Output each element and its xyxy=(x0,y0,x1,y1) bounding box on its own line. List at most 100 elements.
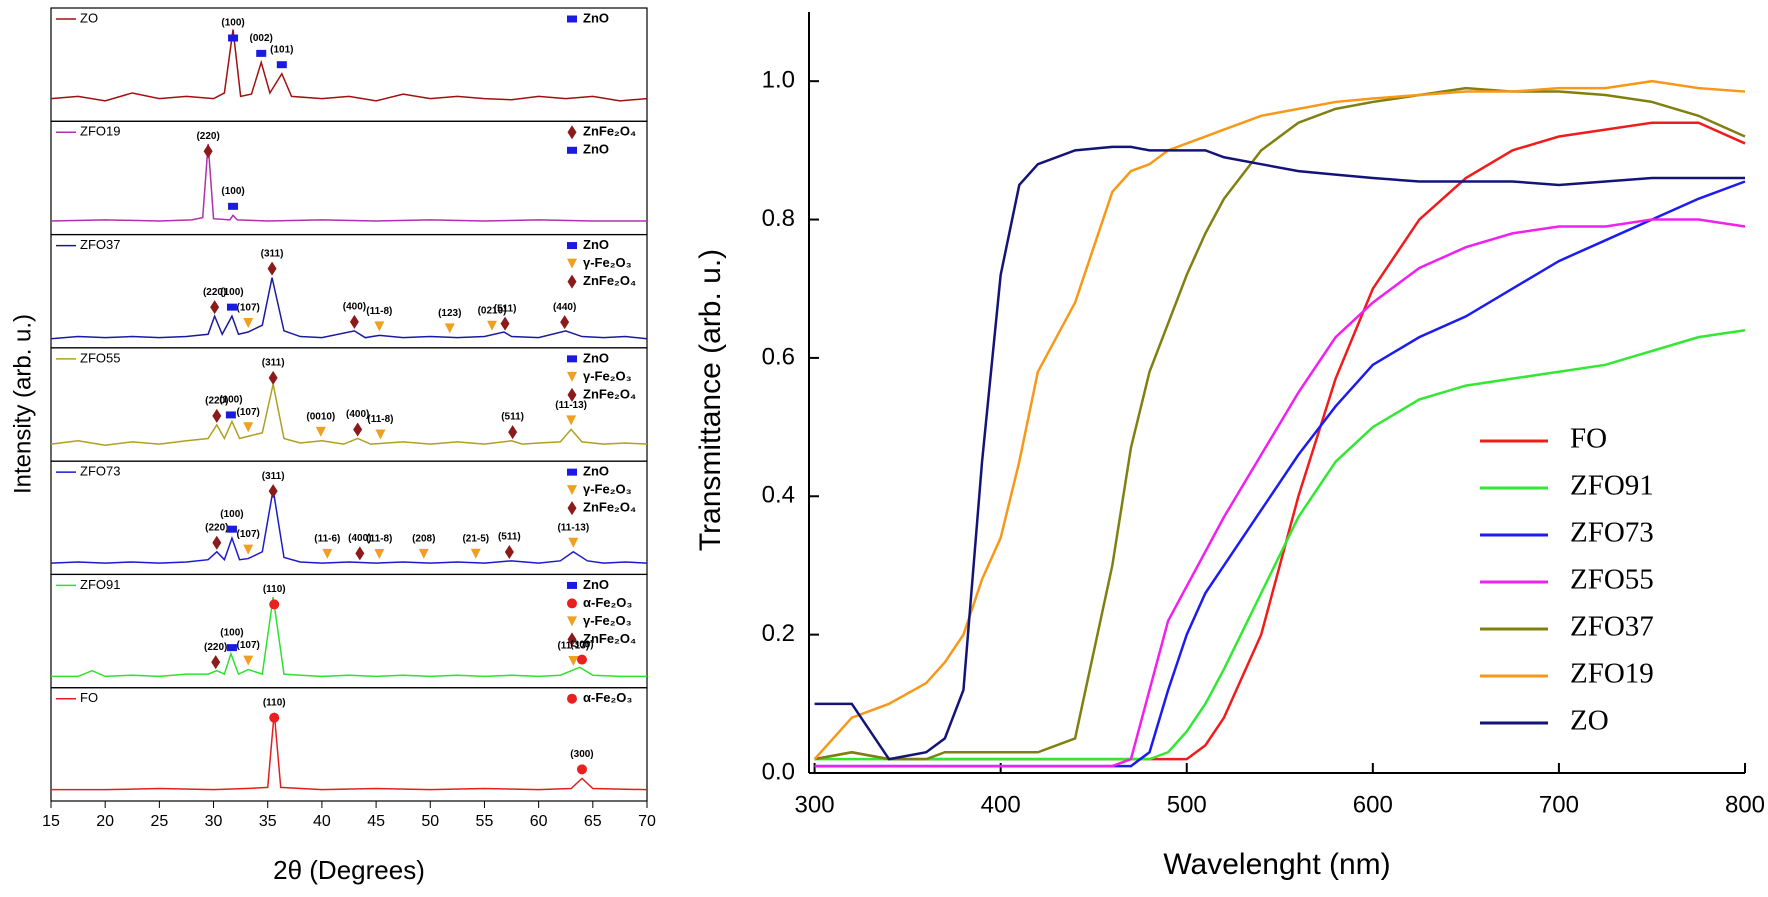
peak-label: (220) xyxy=(203,287,226,298)
marker xyxy=(210,300,220,315)
panel-frame xyxy=(50,233,648,349)
marker xyxy=(243,422,254,433)
marker xyxy=(267,261,277,276)
x-tick-label: 600 xyxy=(1353,791,1393,818)
legend-label: ZO xyxy=(1570,705,1609,737)
panel-name: ZFO37 xyxy=(80,237,120,252)
spectrum-line xyxy=(51,596,647,678)
legend-label: ZnFe₂O₄ xyxy=(583,631,636,646)
legend-label: ZnO xyxy=(583,142,609,157)
legend-label: ZnO xyxy=(583,464,609,479)
marker xyxy=(226,525,237,533)
legend-label: ZFO73 xyxy=(1570,517,1654,549)
peak-label: (11-8) xyxy=(366,306,392,317)
peak-label: (220) xyxy=(205,522,228,533)
y-axis-title: Intensity (arb. u.) xyxy=(9,314,36,494)
marker xyxy=(567,581,577,589)
series-line xyxy=(813,79,1746,760)
spectrum-line xyxy=(50,277,648,340)
peak-label: (100) xyxy=(219,395,242,406)
marker xyxy=(355,546,365,561)
legend-label: ZnFe₂O₄ xyxy=(583,273,636,288)
legend-label: ZFO19 xyxy=(1570,658,1654,690)
x-tick-label: 300 xyxy=(795,791,835,818)
legend-label: ZnO xyxy=(583,350,609,365)
spectrum-line xyxy=(50,383,648,447)
marker xyxy=(567,274,577,289)
marker xyxy=(228,202,239,210)
marker xyxy=(500,316,510,331)
peak-label: (110) xyxy=(263,584,286,595)
y-axis-title: Transmittance (arb. u.) xyxy=(694,249,727,551)
legend-label: ZFO37 xyxy=(1570,611,1654,643)
marker xyxy=(576,764,587,775)
x-tick-label: 500 xyxy=(1167,791,1207,818)
marker xyxy=(268,370,278,385)
x-tick-label: 25 xyxy=(150,813,168,830)
marker xyxy=(375,429,386,440)
marker xyxy=(567,693,577,704)
x-tick-label: 65 xyxy=(584,813,602,830)
marker xyxy=(487,320,498,331)
x-tick-label: 700 xyxy=(1539,791,1579,818)
peak-label: (511) xyxy=(501,412,524,423)
marker xyxy=(203,144,213,159)
peak-label: (11-8) xyxy=(366,534,392,545)
marker xyxy=(243,317,254,328)
x-tick-label: 30 xyxy=(205,813,223,830)
x-tick-label: 800 xyxy=(1725,791,1765,818)
marker xyxy=(576,654,587,665)
marker xyxy=(212,408,222,423)
peak-label: (400) xyxy=(346,409,369,420)
marker xyxy=(243,655,254,666)
series-line xyxy=(814,218,1746,768)
panel-name: ZFO55 xyxy=(80,350,120,365)
spectrum-line xyxy=(50,29,648,102)
marker xyxy=(567,15,577,23)
marker xyxy=(566,415,577,426)
panel-frame xyxy=(50,120,648,236)
x-tick-label: 70 xyxy=(638,813,656,830)
panel-name: ZO xyxy=(80,10,98,25)
peak-label: (101) xyxy=(270,44,293,55)
peak-label: (107) xyxy=(237,407,260,418)
peak-label: (311) xyxy=(261,248,284,259)
marker xyxy=(567,387,577,402)
marker xyxy=(322,548,333,559)
peak-label: (107) xyxy=(237,529,260,540)
marker xyxy=(225,411,236,419)
peak-label: (0010) xyxy=(306,412,335,423)
panel-name: ZFO19 xyxy=(80,124,120,139)
y-tick-label: 0.6 xyxy=(762,343,795,370)
peak-label: (311) xyxy=(262,357,285,368)
marker xyxy=(567,125,577,140)
peak-label: (400) xyxy=(348,533,371,544)
marker xyxy=(470,548,481,559)
legend-label: γ-Fe₂O₃ xyxy=(583,255,632,270)
x-tick-label: 45 xyxy=(367,813,385,830)
legend-label: ZnFe₂O₄ xyxy=(583,500,636,515)
peak-label: (11-13) xyxy=(557,522,589,533)
panel-name: ZFO91 xyxy=(80,577,120,592)
marker xyxy=(418,548,429,559)
legend-label: ZnFe₂O₄ xyxy=(583,386,636,401)
y-tick-label: 0.4 xyxy=(762,482,795,509)
peak-label: (208) xyxy=(412,533,435,544)
peak-label: (11-8) xyxy=(367,414,393,425)
legend-label: α-Fe₂O₃ xyxy=(583,595,632,610)
marker xyxy=(226,303,237,311)
marker xyxy=(560,315,570,330)
x-axis-title: Wavelenght (nm) xyxy=(1163,848,1390,881)
x-tick-label: 50 xyxy=(421,813,439,830)
peak-label: (100) xyxy=(220,509,243,520)
x-axis-title: 2θ (Degrees) xyxy=(273,855,425,885)
peak-label: (110) xyxy=(263,697,286,708)
marker xyxy=(374,321,385,332)
marker xyxy=(567,598,577,609)
y-tick-label: 1.0 xyxy=(762,67,795,94)
panel-frame xyxy=(50,460,648,576)
legend-label: γ-Fe₂O₃ xyxy=(583,368,632,383)
peak-label: (100) xyxy=(221,186,244,197)
marker xyxy=(211,655,221,670)
